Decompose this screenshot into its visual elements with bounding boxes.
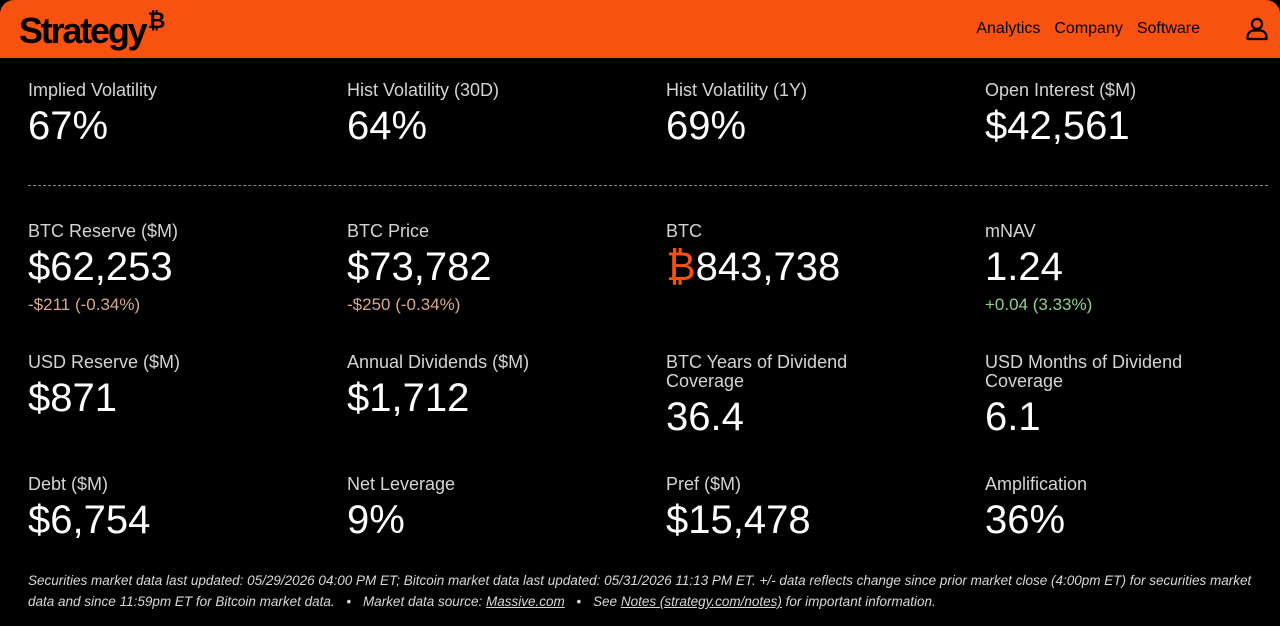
metric-label: Hist Volatility (30D) bbox=[347, 80, 500, 100]
metric-label: BTC Reserve ($M) bbox=[28, 221, 179, 241]
metric-change: -$250 (-0.34%) bbox=[347, 295, 461, 314]
top-nav: Analytics Company Software bbox=[976, 0, 1200, 58]
metric-change: -$211 (-0.34%) bbox=[28, 295, 141, 314]
metric-label: Amplification bbox=[985, 474, 1088, 494]
metric-value: 6.1 bbox=[985, 395, 1041, 439]
metric-value: ₿843,738 bbox=[666, 245, 966, 289]
metric-implied-volatility: Implied Volatility 67% bbox=[28, 80, 328, 149]
metric-mnav: mNAV 1.24 +0.04 (3.33%) bbox=[985, 222, 1280, 315]
metric-value: 67% bbox=[28, 104, 109, 148]
metric-label: BTC Years of Dividend Coverage bbox=[666, 352, 848, 391]
metric-value: 9% bbox=[347, 498, 405, 542]
metric-label: Pref ($M) bbox=[666, 474, 742, 494]
metric-value: 36.4 bbox=[666, 395, 744, 439]
metric-value: $871 bbox=[28, 376, 117, 420]
notes-link[interactable]: Notes (strategy.com/notes) bbox=[620, 594, 782, 609]
metric-label: BTC Price bbox=[347, 221, 430, 241]
metric-value: $62,253 bbox=[28, 245, 173, 289]
nav-analytics[interactable]: Analytics bbox=[976, 20, 1041, 37]
dashed-divider bbox=[28, 185, 1268, 186]
user-icon[interactable] bbox=[1244, 16, 1270, 42]
metric-pref: Pref ($M) $15,478 bbox=[666, 474, 966, 543]
metric-value: $73,782 bbox=[347, 245, 492, 289]
metric-amplification: Amplification 36% bbox=[985, 474, 1280, 543]
footer-notes-prefix: See bbox=[593, 594, 618, 609]
strategy-logo[interactable]: Strategy ₿ bbox=[19, 9, 165, 53]
metric-annual-dividends: Annual Dividends ($M) $1,712 bbox=[347, 352, 647, 421]
metric-hist-volatility-1y: Hist Volatility (1Y) 69% bbox=[666, 80, 966, 149]
metric-btc-years-dividend-coverage: BTC Years of Dividend Coverage 36.4 bbox=[666, 352, 906, 440]
metric-btc-holdings: BTC ₿843,738 bbox=[666, 221, 966, 290]
metric-value: $1,712 bbox=[347, 376, 470, 420]
metric-label: Annual Dividends ($M) bbox=[347, 352, 530, 372]
metric-label: USD Months of Dividend Coverage bbox=[985, 352, 1183, 391]
footer-source-prefix: Market data source: bbox=[362, 594, 483, 609]
massive-link[interactable]: Massive.com bbox=[486, 594, 565, 609]
footer-separator: • bbox=[576, 594, 582, 609]
metric-value: $6,754 bbox=[28, 498, 151, 542]
metric-usd-reserve: USD Reserve ($M) $871 bbox=[28, 352, 328, 421]
metric-btc-price: BTC Price $73,782 -$250 (-0.34%) bbox=[347, 222, 647, 315]
btc-holdings-amount: 843,738 bbox=[695, 245, 841, 289]
footer-separator: • bbox=[346, 594, 352, 609]
footer-disclaimer: Securities market data last updated: 05/… bbox=[28, 570, 1258, 612]
metric-value: $42,561 bbox=[985, 104, 1130, 148]
metric-usd-months-dividend-coverage: USD Months of Dividend Coverage 6.1 bbox=[985, 352, 1225, 440]
metric-label: mNAV bbox=[985, 221, 1036, 241]
footer-notes-suffix: for important information. bbox=[785, 594, 936, 609]
metric-label: Net Leverage bbox=[347, 474, 456, 494]
logo-text: Strategy bbox=[19, 10, 148, 51]
nav-software[interactable]: Software bbox=[1136, 20, 1200, 37]
metric-label: Implied Volatility bbox=[28, 80, 158, 100]
footer-update-text: Securities market data last updated: 05/… bbox=[28, 573, 1252, 609]
top-header: Strategy ₿ Analytics Company Software bbox=[0, 0, 1280, 58]
metric-btc-reserve: BTC Reserve ($M) $62,253 -$211 (-0.34%) bbox=[28, 222, 328, 315]
metric-value: 64% bbox=[347, 104, 428, 148]
metric-label: BTC bbox=[666, 221, 702, 241]
metric-label: Open Interest ($M) bbox=[985, 80, 1137, 100]
metric-open-interest: Open Interest ($M) $42,561 bbox=[985, 80, 1280, 149]
metric-label: Hist Volatility (1Y) bbox=[666, 80, 808, 100]
metric-debt: Debt ($M) $6,754 bbox=[28, 474, 328, 543]
metric-label: USD Reserve ($M) bbox=[28, 352, 181, 372]
bitcoin-logo-icon: ₿ bbox=[147, 8, 166, 33]
metric-change: +0.04 (3.33%) bbox=[985, 295, 1093, 314]
metric-net-leverage: Net Leverage 9% bbox=[347, 474, 647, 543]
metric-value: $15,478 bbox=[666, 498, 811, 542]
metric-hist-volatility-30d: Hist Volatility (30D) 64% bbox=[347, 80, 647, 149]
metric-value: 36% bbox=[985, 498, 1066, 542]
metric-label: Debt ($M) bbox=[28, 474, 109, 494]
metric-value: 1.24 bbox=[985, 245, 1063, 289]
nav-company[interactable]: Company bbox=[1054, 20, 1123, 37]
metric-value: 69% bbox=[666, 104, 747, 148]
bitcoin-icon: ₿ bbox=[666, 245, 696, 289]
